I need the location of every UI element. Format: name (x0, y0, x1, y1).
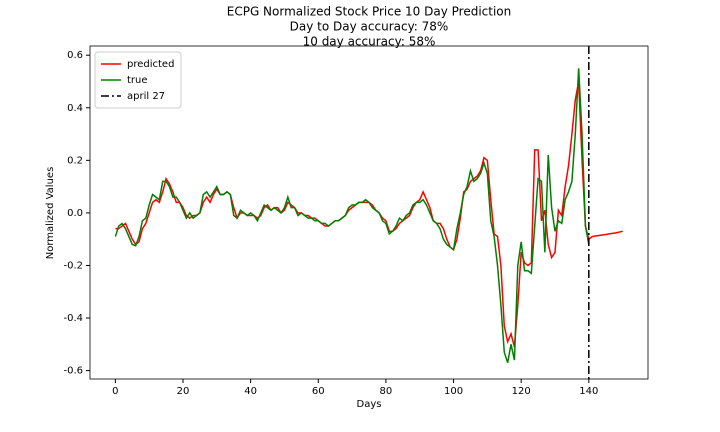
legend-box (94, 51, 182, 109)
y-tick-label: -0.6 (63, 366, 83, 377)
x-axis-label: Days (357, 399, 382, 410)
y-tick-label: 0.2 (67, 155, 83, 166)
x-tick-label: 100 (444, 386, 463, 397)
chart-subtitle: 10 day accuracy: 58% (303, 35, 436, 49)
chart-subtitle: Day to Day accuracy: 78% (290, 20, 449, 34)
x-tick-label: 20 (177, 386, 190, 397)
x-tick-label: 120 (512, 386, 531, 397)
legend-label: true (127, 75, 148, 86)
y-tick-label: 0.4 (67, 103, 83, 114)
y-tick-label: 0.6 (67, 50, 83, 61)
legend-label: predicted (127, 59, 174, 70)
x-tick-label: 80 (380, 386, 393, 397)
x-tick-label: 40 (244, 386, 257, 397)
x-tick-label: 60 (312, 386, 325, 397)
chart-title: ECPG Normalized Stock Price 10 Day Predi… (227, 5, 512, 19)
series-line (114, 68, 590, 363)
y-tick-label: 0.0 (67, 208, 83, 219)
x-tick-label: 140 (579, 386, 598, 397)
x-tick-label: 0 (112, 386, 118, 397)
legend-label: april 27 (127, 91, 165, 102)
y-tick-label: -0.4 (63, 313, 83, 324)
y-axis-label: Normalized Values (45, 167, 56, 260)
y-tick-label: -0.2 (63, 260, 83, 271)
